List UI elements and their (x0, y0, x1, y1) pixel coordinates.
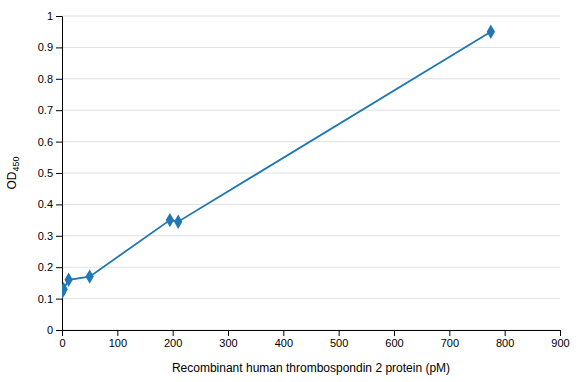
x-tick-label: 600 (385, 337, 403, 349)
x-tick-mark (560, 330, 561, 336)
grid-line (62, 173, 560, 174)
y-tick-mark (56, 267, 62, 268)
y-tick-mark (56, 299, 62, 300)
y-axis-line (56, 17, 63, 331)
x-tick-label: 300 (219, 337, 237, 349)
y-tick-mark (56, 79, 62, 80)
y-axis: 0 0.1 0.2 0.3 0.4 0.5 0.6 0.7 0.8 0.9 1 (38, 10, 63, 336)
x-tick-mark (283, 330, 284, 336)
x-tick: 700 (441, 330, 459, 349)
x-tick: 400 (275, 330, 293, 349)
y-tick-mark (56, 142, 62, 143)
y-tick-label: 0.6 (38, 136, 53, 148)
y-tick-mark (56, 330, 62, 331)
marker (487, 24, 495, 38)
grid-line (62, 47, 560, 48)
y-tick: 0.6 (38, 136, 62, 148)
y-tick-mark (56, 204, 62, 205)
grid (62, 16, 560, 330)
x-tick: 900 (551, 330, 569, 349)
y-tick: 0.7 (38, 104, 62, 116)
x-axis-label: Recombinant human thrombospondin 2 prote… (172, 361, 450, 375)
y-tick: 0.8 (38, 73, 62, 85)
grid-line (62, 16, 560, 17)
x-tick-label: 0 (59, 337, 65, 349)
x-tick-label: 400 (275, 337, 293, 349)
grid-line (62, 110, 560, 111)
y-tick-label: 0 (47, 324, 53, 336)
grid-line (62, 78, 560, 79)
plot-area: 0 100 200 300 400 500 600 700 800 900 0 0.1 0.2 0.3 0.… (38, 10, 570, 349)
y-tick: 0.3 (38, 230, 62, 242)
y-tick-mark (56, 47, 62, 48)
marker (166, 213, 174, 227)
x-axis: 0 100 200 300 400 500 600 700 800 900 (59, 330, 569, 349)
x-tick-label: 200 (164, 337, 182, 349)
y-tick-label: 0.1 (38, 293, 53, 305)
y-tick-label: 0.7 (38, 104, 53, 116)
y-axis-label: OD450 (5, 156, 21, 189)
x-tick-mark (505, 330, 506, 336)
x-tick-label: 500 (330, 337, 348, 349)
x-tick: 100 (109, 330, 127, 349)
x-tick: 800 (496, 330, 514, 349)
x-tick-label: 900 (551, 337, 569, 349)
y-tick: 0.4 (38, 198, 62, 210)
grid-line (62, 235, 560, 236)
y-tick-label: 0.8 (38, 73, 53, 85)
x-tick-label: 100 (109, 337, 127, 349)
y-tick-label: 0.5 (38, 167, 53, 179)
marker (86, 269, 94, 283)
marker (64, 273, 72, 287)
y-tick-label: 0.2 (38, 261, 53, 273)
y-tick: 0.9 (38, 41, 62, 53)
marker (62, 282, 68, 296)
y-tick-mark (56, 110, 62, 111)
x-tick-mark (339, 330, 340, 336)
y-tick-mark (56, 173, 62, 174)
chart: 0 100 200 300 400 500 600 700 800 900 0 0.1 0.2 0.3 0.… (0, 0, 582, 382)
x-tick-label: 800 (496, 337, 514, 349)
y-tick: 1 (47, 10, 62, 22)
y-tick-label: 0.4 (38, 198, 53, 210)
grid-line (62, 204, 560, 205)
x-tick: 600 (385, 330, 403, 349)
x-tick: 200 (164, 330, 182, 349)
x-tick: 500 (330, 330, 348, 349)
marks (62, 24, 495, 299)
y-tick: 0.2 (38, 261, 62, 273)
y-tick: 0.5 (38, 167, 62, 179)
x-tick: 300 (219, 330, 237, 349)
y-tick-label: 0.9 (38, 41, 53, 53)
x-tick-label: 700 (441, 337, 459, 349)
y-tick-label: 1 (47, 10, 53, 22)
line (62, 32, 491, 293)
y-tick-label: 0.3 (38, 230, 53, 242)
x-tick-mark (449, 330, 450, 336)
x-tick-mark (394, 330, 395, 336)
x-axis-line (63, 331, 561, 337)
grid-line (62, 267, 560, 268)
y-tick: 0.1 (38, 293, 62, 305)
y-tick-mark (56, 16, 62, 17)
x-tick-mark (117, 330, 118, 336)
y-tick: 0 (47, 324, 62, 336)
grid-line (62, 298, 560, 299)
marker (174, 214, 182, 228)
y-tick-mark (56, 236, 62, 237)
x-tick-mark (228, 330, 229, 336)
x-tick: 0 (59, 330, 65, 349)
x-tick-mark (173, 330, 174, 336)
